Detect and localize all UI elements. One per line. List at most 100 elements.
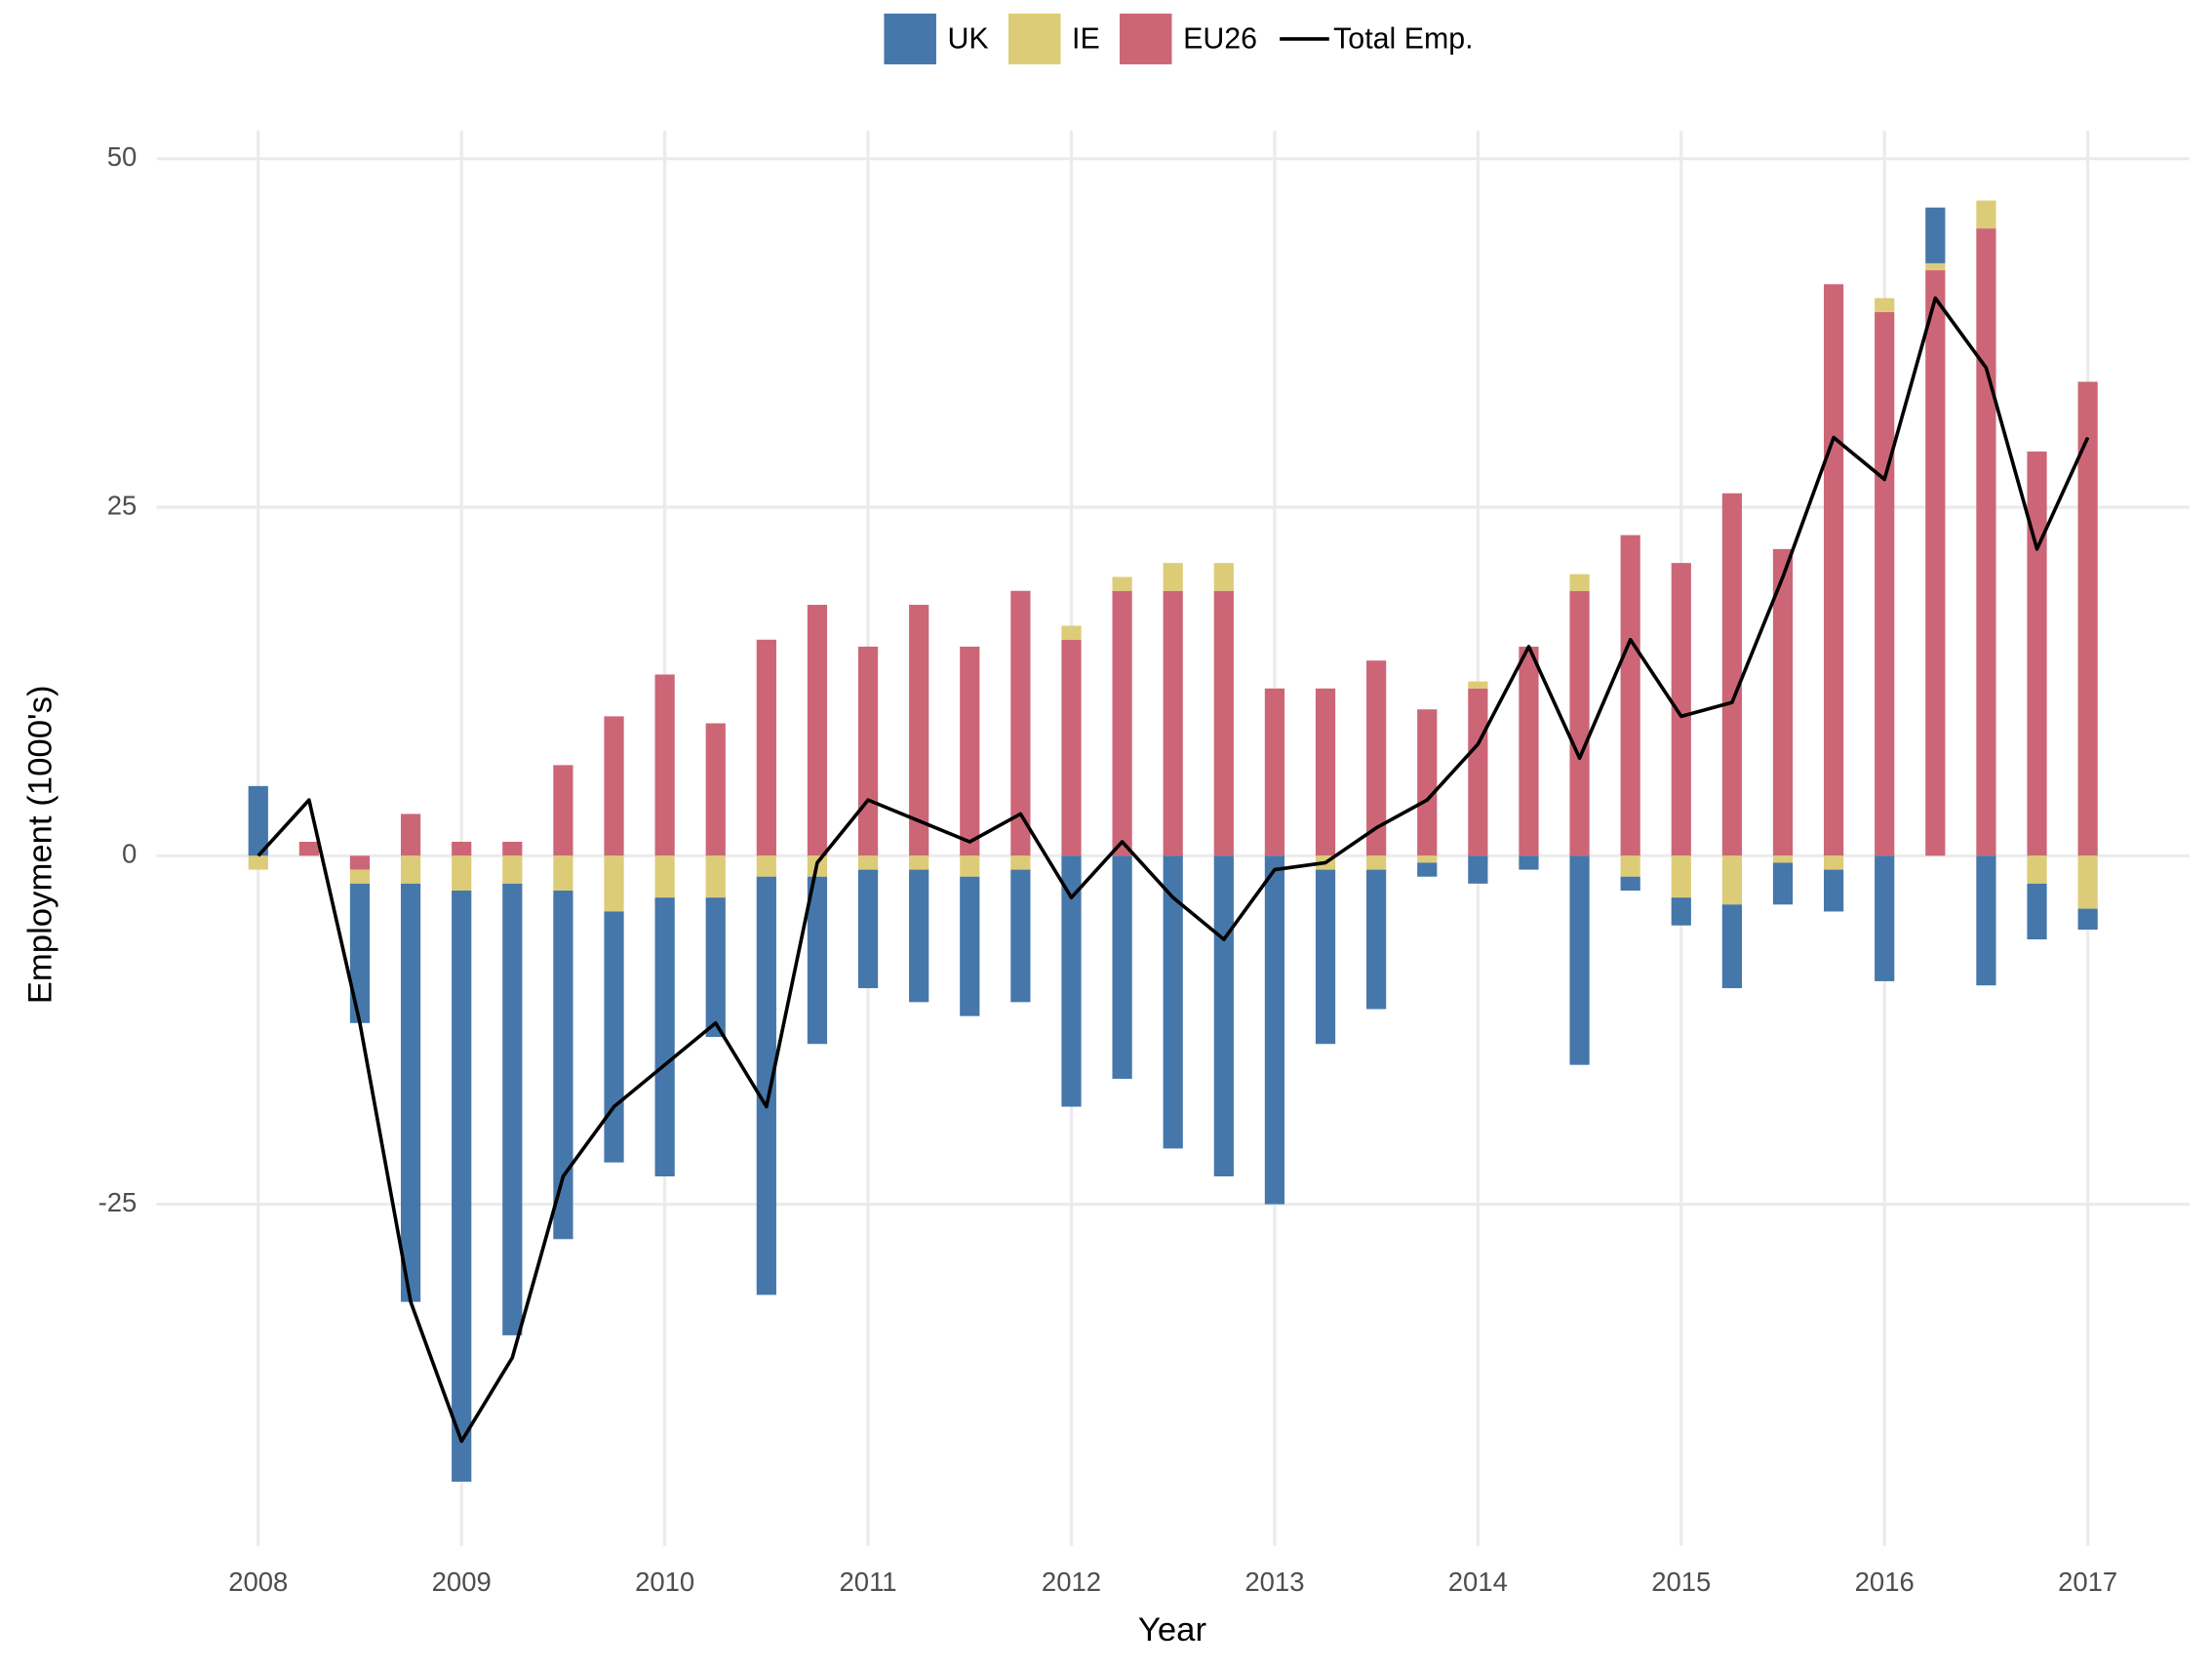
bar: [1620, 535, 1640, 856]
line: [257, 296, 2090, 1444]
bar: [1721, 493, 1742, 856]
bar: [909, 855, 929, 870]
bar: [553, 891, 573, 1240]
bar: [1772, 855, 1794, 863]
bar: [1875, 298, 1895, 312]
legend-label: UK: [948, 22, 989, 55]
bar: [1010, 590, 1031, 856]
bar: [1875, 311, 1895, 856]
bar: [705, 897, 726, 1038]
bar: [909, 869, 929, 1003]
bar: [1925, 207, 1946, 263]
bar: [400, 883, 421, 1302]
bar: [502, 841, 523, 856]
bar: [1468, 855, 1488, 884]
bar: [1875, 855, 1895, 981]
bar: [807, 605, 828, 856]
bar: [1519, 646, 1539, 856]
bar: [960, 876, 980, 1016]
bar: [857, 855, 879, 870]
x-tick-label: 2012: [1042, 1567, 1101, 1597]
bar: [1417, 855, 1438, 863]
legend-label: IE: [1072, 22, 1100, 55]
x-tick-label: 2014: [1448, 1567, 1508, 1597]
bar: [1519, 855, 1539, 870]
bar: [2077, 855, 2098, 909]
bar: [1417, 862, 1438, 877]
bar: [1620, 876, 1640, 892]
bar: [1569, 855, 1590, 1065]
bar: [756, 855, 776, 877]
bar: [1213, 563, 1234, 591]
x-tick-label: 2016: [1855, 1567, 1915, 1597]
bar: [1061, 855, 1082, 1107]
bar: [1264, 688, 1285, 856]
bar: [1671, 897, 1691, 926]
bar: [1366, 660, 1387, 856]
bar: [1264, 855, 1285, 1205]
bar: [2027, 451, 2047, 856]
bar: [654, 674, 675, 856]
bar: [2027, 855, 2047, 884]
bar: [248, 785, 268, 856]
bar: [1569, 574, 1590, 591]
bar: [1366, 869, 1387, 1010]
y-axis-title: Employment (1000's): [22, 685, 59, 1004]
x-tick-label: 2013: [1244, 1567, 1304, 1597]
bar: [1163, 563, 1183, 591]
bar: [1061, 625, 1082, 640]
bar: [857, 869, 879, 989]
x-tick-label: 2010: [635, 1567, 694, 1597]
bar: [553, 855, 573, 892]
bar: [452, 841, 472, 856]
legend-label: Total Emp.: [1333, 22, 1473, 55]
bar: [756, 876, 776, 1295]
bar: [960, 646, 980, 856]
bar: [909, 605, 929, 856]
bar: [1112, 855, 1132, 1079]
bar: [1823, 855, 1844, 870]
y-tick-label: -25: [99, 1187, 138, 1217]
bar: [857, 646, 879, 856]
bar: [1366, 855, 1387, 870]
bar: [349, 869, 371, 884]
bar: [654, 855, 675, 898]
bar: [553, 765, 573, 856]
x-tick-label: 2009: [432, 1567, 492, 1597]
bar: [604, 855, 624, 912]
bar: [502, 883, 523, 1335]
bar: [1976, 228, 1996, 856]
bar: [1010, 869, 1031, 1003]
x-axis-title: Year: [1138, 1611, 1206, 1648]
bar: [1823, 284, 1844, 856]
legend-swatch: [884, 13, 936, 64]
bar: [1315, 869, 1336, 1045]
bar: [1010, 855, 1031, 870]
x-tick-label: 2015: [1651, 1567, 1711, 1597]
bar: [349, 883, 371, 1023]
bar: [2077, 381, 2098, 856]
bar: [654, 897, 675, 1176]
bar: [502, 855, 523, 884]
bar: [1315, 688, 1336, 856]
legend-label: EU26: [1183, 22, 1257, 55]
bar: [1772, 862, 1794, 905]
legend: UK IE EU26 Total Emp.: [884, 13, 1474, 64]
bar: [1721, 904, 1742, 989]
y-tick-label: 25: [107, 490, 138, 520]
bar: [807, 876, 828, 1045]
bar: [1976, 855, 1996, 986]
bar: [1671, 855, 1691, 898]
bar: [1823, 869, 1844, 912]
bar: [1417, 709, 1438, 856]
bar: [1112, 576, 1132, 591]
y-tick-label: 0: [122, 839, 137, 869]
x-tick-label: 2011: [840, 1567, 897, 1597]
bar: [400, 855, 421, 884]
bar: [2077, 908, 2098, 931]
legend-swatch: [1007, 13, 1061, 64]
bar: [400, 814, 421, 856]
bar: [604, 716, 624, 856]
bar: [1163, 590, 1183, 856]
